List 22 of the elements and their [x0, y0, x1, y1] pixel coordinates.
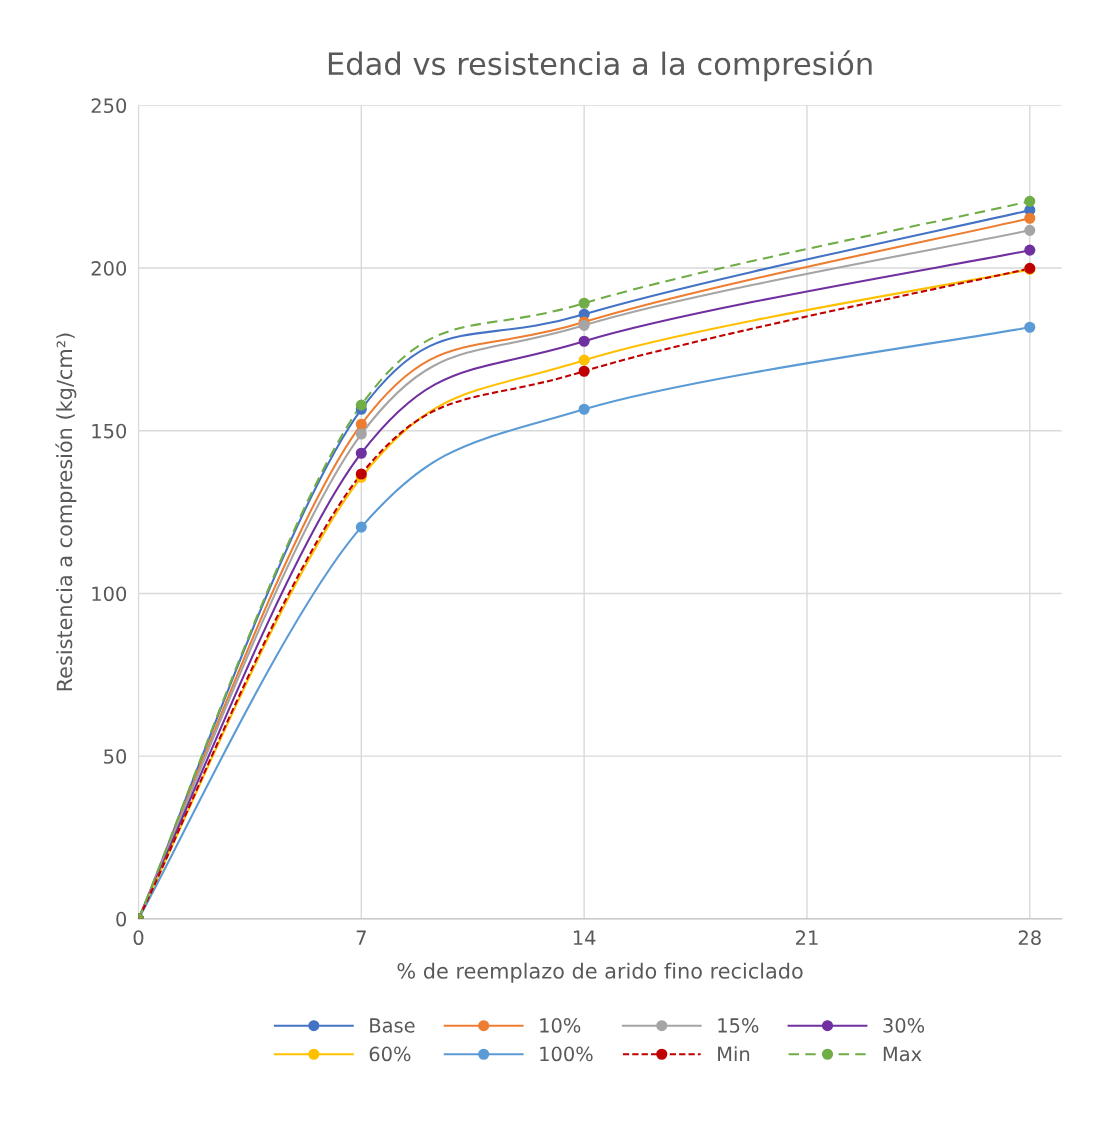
- y-axis-title: Resistencia a compresión (kg/cm²): [55, 333, 77, 691]
- y-tick-label: 250: [91, 98, 127, 114]
- legend-label: Min: [718, 1046, 750, 1062]
- legend-label: 10%: [540, 1018, 581, 1033]
- y-tick-label: 150: [92, 423, 127, 439]
- legend-label: Max: [883, 1046, 922, 1062]
- legend-label: 100%: [540, 1046, 593, 1062]
- x-tick-label: 21: [796, 930, 818, 945]
- x-tick-label: 0: [133, 930, 144, 946]
- y-tick-label: 0: [116, 911, 127, 927]
- x-tick-label: 28: [1018, 930, 1041, 946]
- y-tick-label: 100: [92, 586, 127, 602]
- legend-label: 15%: [718, 1018, 759, 1033]
- y-tick-label: 200: [91, 261, 127, 276]
- x-tick-label: 14: [573, 930, 596, 945]
- legend-label: Base: [370, 1018, 415, 1033]
- chart-title: Edad vs resistencia a la compresión: [328, 50, 872, 82]
- x-tick-label: 7: [356, 930, 366, 945]
- y-tick-label: 50: [104, 749, 127, 764]
- legend-label: 30%: [883, 1018, 925, 1033]
- legend-label: 60%: [369, 1046, 411, 1062]
- x-axis-title: % de reemplazo de arido fino reciclado: [397, 962, 803, 983]
